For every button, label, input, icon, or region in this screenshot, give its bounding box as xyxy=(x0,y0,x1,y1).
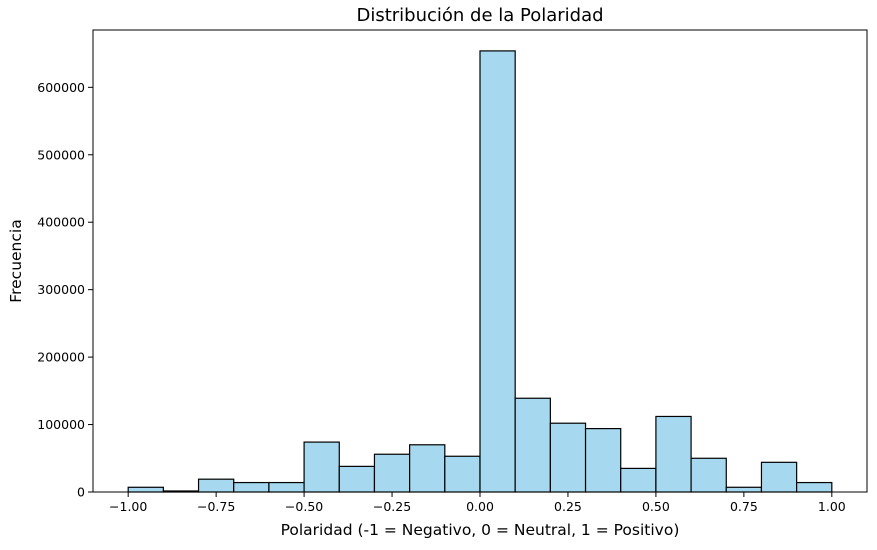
y-tick-label: 500000 xyxy=(37,147,85,162)
histogram-bar xyxy=(796,481,833,493)
histogram-bar xyxy=(620,467,657,493)
histogram-bar xyxy=(584,428,622,493)
histogram-bar xyxy=(268,481,305,493)
y-tick-label: 200000 xyxy=(37,350,85,365)
x-tick-label: −0.50 xyxy=(285,499,323,514)
histogram-bar xyxy=(338,465,376,493)
y-axis-ticks: 0 100000 200000 300000 400000 500000 600000 xyxy=(37,80,93,500)
histogram-bar xyxy=(479,50,516,493)
x-axis-label: Polaridad (-1 = Negativo, 0 = Neutral, 1… xyxy=(281,521,680,539)
histogram-bar xyxy=(760,461,798,493)
x-tick-label: −0.75 xyxy=(197,499,235,514)
y-tick-label: 400000 xyxy=(37,215,85,230)
histogram-bar xyxy=(690,457,727,493)
x-axis-ticks: −1.00 −0.75 −0.50 −0.25 0.00 0.25 0.50 0.75 1.00 xyxy=(109,492,846,514)
y-tick-label: 300000 xyxy=(37,282,85,297)
bars-group xyxy=(127,50,833,493)
histogram-bar xyxy=(233,481,270,493)
x-tick-label: 0.25 xyxy=(554,499,582,514)
plot-frame xyxy=(92,29,868,493)
x-tick-label: 0.00 xyxy=(466,499,494,514)
histogram-bar xyxy=(197,478,235,493)
x-tick-label: −0.25 xyxy=(373,499,411,514)
x-tick-label: 0.50 xyxy=(642,499,670,514)
chart-title: Distribución de la Polaridad xyxy=(356,5,603,26)
histogram-bar xyxy=(303,441,340,493)
histogram-bar xyxy=(373,453,411,493)
x-tick-label: 1.00 xyxy=(818,499,846,514)
histogram-bar xyxy=(655,415,692,493)
y-tick-label: 600000 xyxy=(37,80,85,95)
histogram-bar xyxy=(549,422,587,493)
histogram-bar xyxy=(127,486,164,493)
y-axis-label: Frecuencia xyxy=(7,219,25,302)
x-tick-label: −1.00 xyxy=(109,499,147,514)
histogram-bar xyxy=(444,455,481,493)
histogram-bar xyxy=(725,486,763,493)
histogram-bar xyxy=(514,397,551,493)
y-tick-label: 0 xyxy=(77,485,85,500)
y-tick-label: 100000 xyxy=(37,417,85,432)
histogram-bar xyxy=(409,444,446,493)
x-tick-label: 0.75 xyxy=(730,499,758,514)
